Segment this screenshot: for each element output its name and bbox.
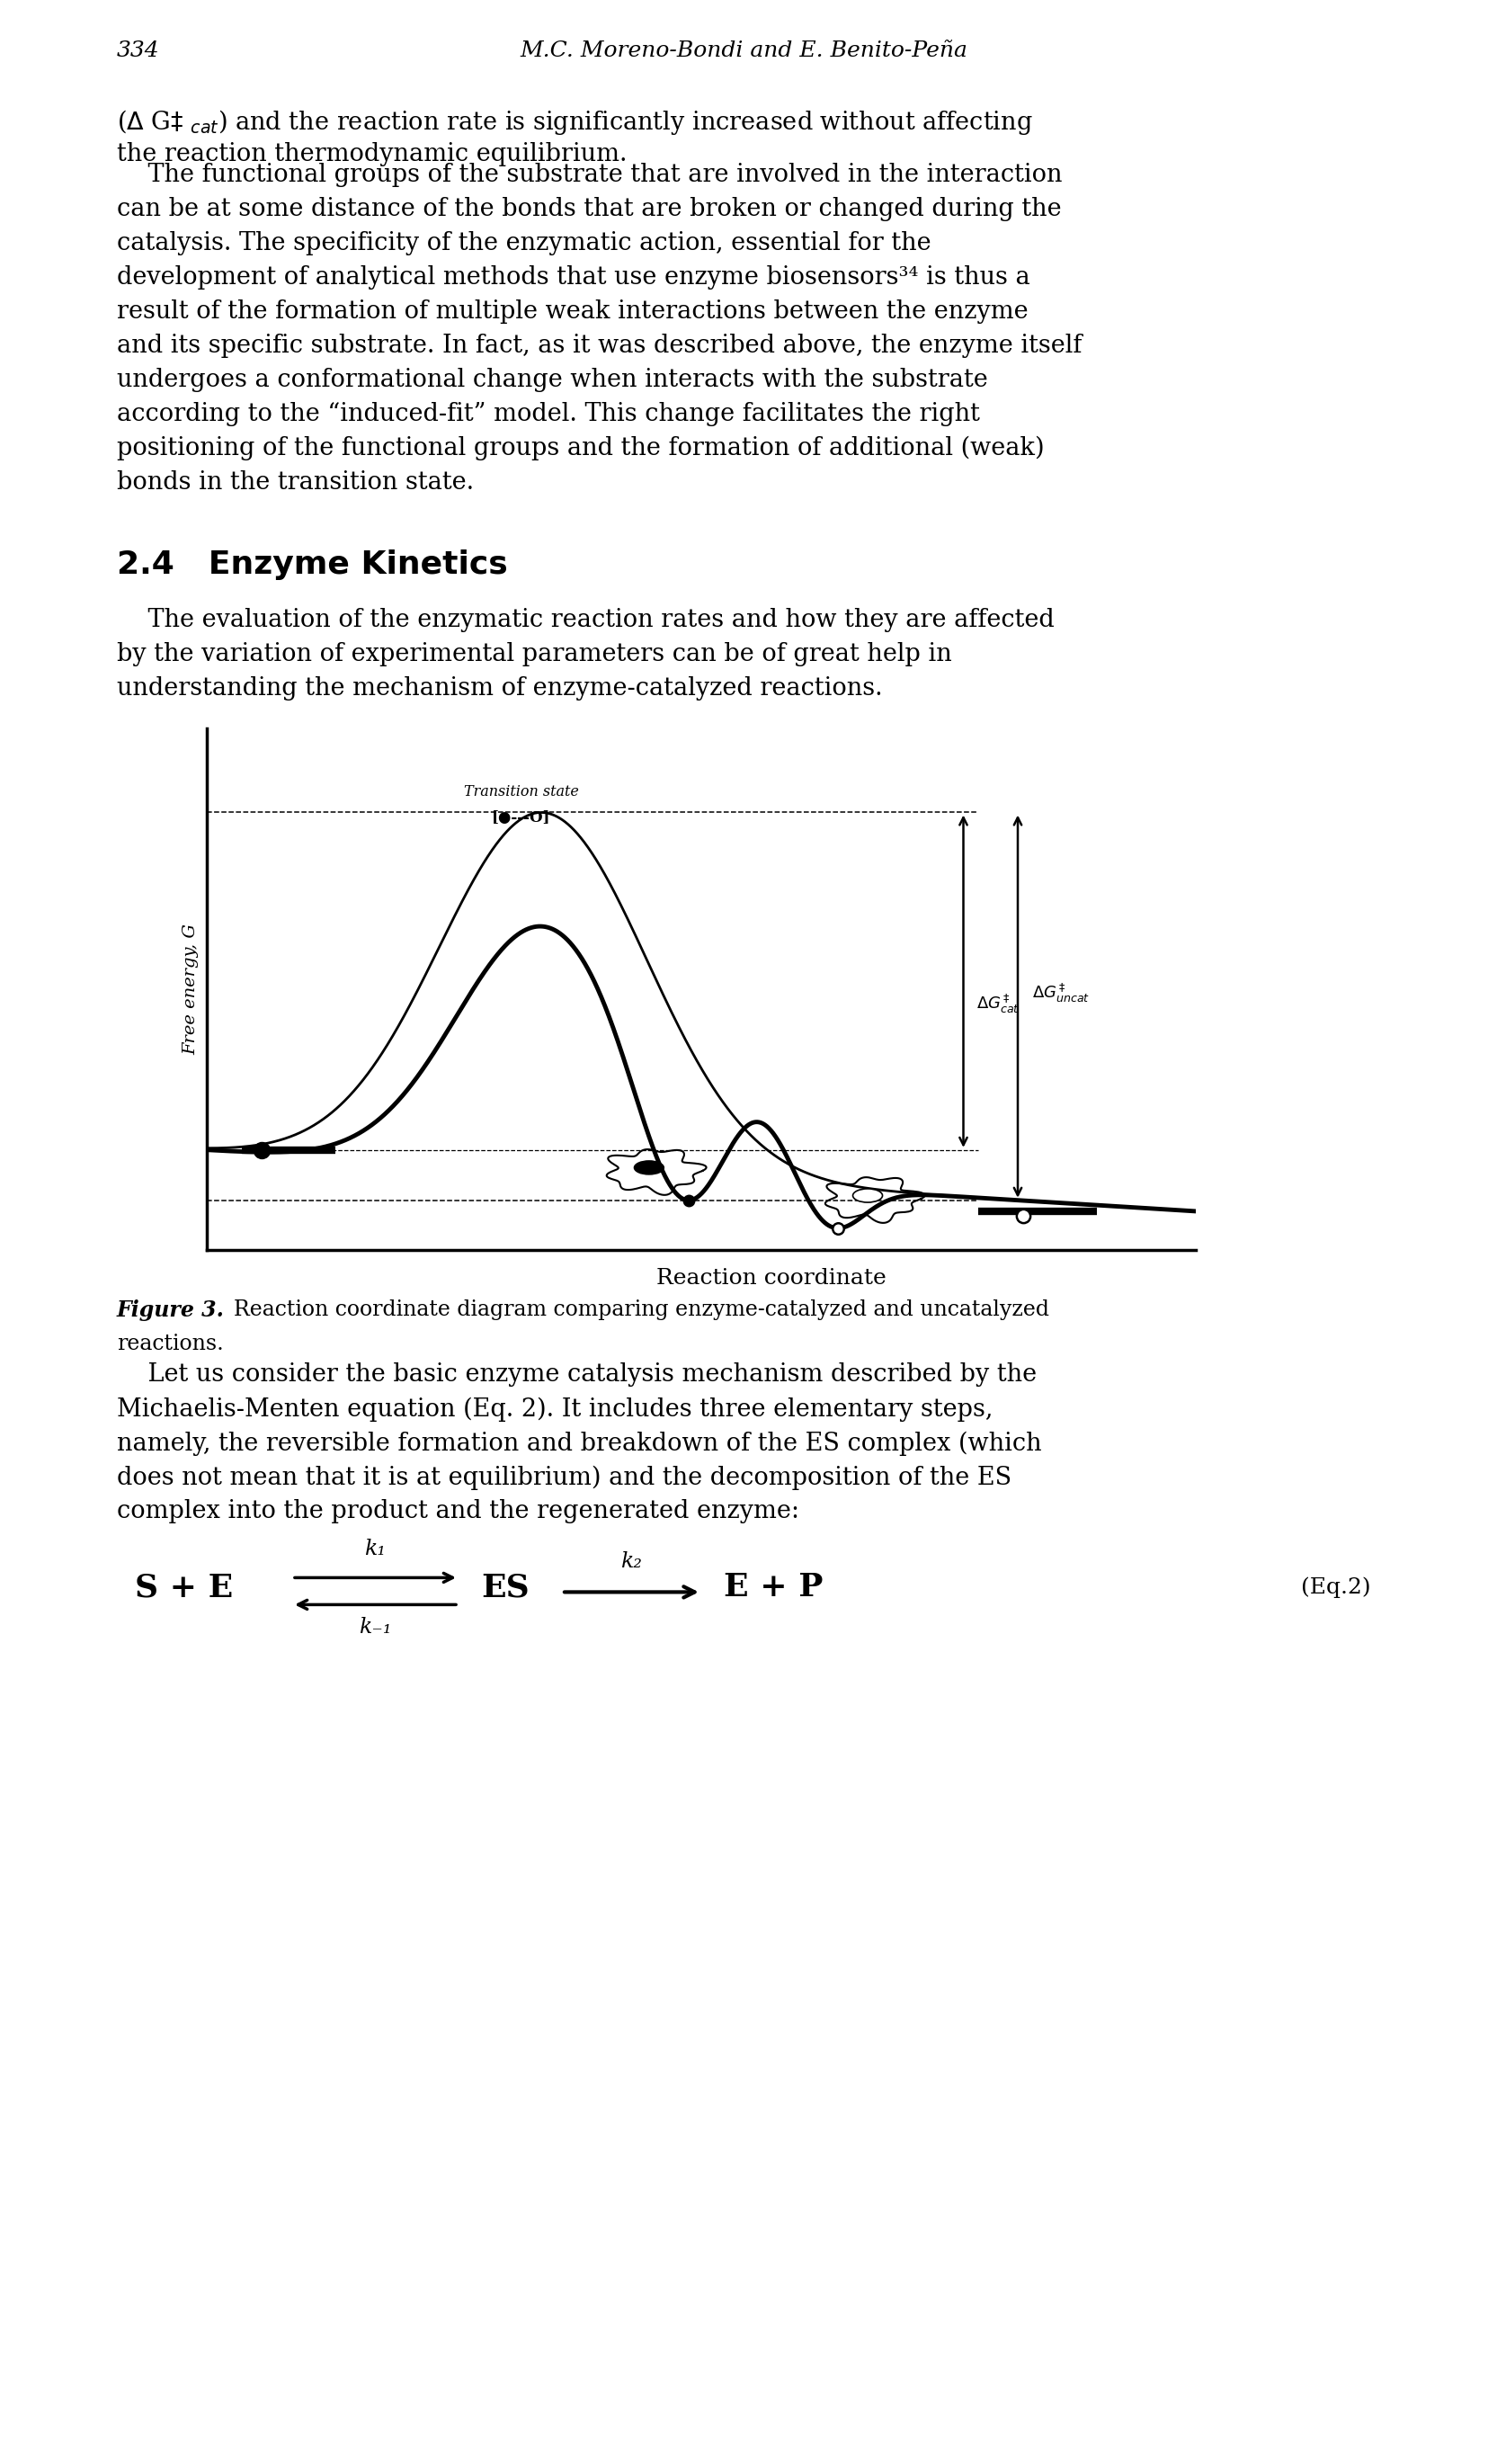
Text: k₋₁: k₋₁ [359, 1616, 391, 1639]
Text: understanding the mechanism of enzyme-catalyzed reactions.: understanding the mechanism of enzyme-ca… [118, 675, 882, 700]
Text: ES complex: ES complex [634, 1193, 751, 1210]
Circle shape [634, 1161, 664, 1175]
Text: k₂: k₂ [620, 1552, 641, 1572]
Text: catalysis. The specificity of the enzymatic action, essential for the: catalysis. The specificity of the enzyma… [118, 232, 931, 256]
Text: development of analytical methods that use enzyme biosensors³⁴ is thus a: development of analytical methods that u… [118, 266, 1030, 288]
Text: does not mean that it is at equilibrium) and the decomposition of the ES: does not mean that it is at equilibrium)… [118, 1466, 1012, 1491]
Text: positioning of the functional groups and the formation of additional (weak): positioning of the functional groups and… [118, 436, 1045, 461]
Circle shape [853, 1188, 882, 1202]
Text: bonds in the transition state.: bonds in the transition state. [118, 471, 475, 495]
Text: Michaelis-Menten equation (Eq. 2). It includes three elementary steps,: Michaelis-Menten equation (Eq. 2). It in… [118, 1397, 992, 1422]
Text: (Eq.2): (Eq.2) [1302, 1577, 1370, 1599]
Text: 334: 334 [118, 39, 159, 62]
Text: k₁: k₁ [365, 1540, 385, 1560]
Text: The functional groups of the substrate that are involved in the interaction: The functional groups of the substrate t… [118, 163, 1062, 187]
Text: the reaction thermodynamic equilibrium.: the reaction thermodynamic equilibrium. [118, 143, 626, 168]
Text: Transition state: Transition state [464, 784, 579, 801]
Text: reactions.: reactions. [118, 1333, 223, 1355]
Text: Substrate: Substrate [287, 1193, 378, 1207]
Text: Reaction coordinate: Reaction coordinate [656, 1269, 885, 1289]
Y-axis label: Free energy, G: Free energy, G [183, 924, 199, 1055]
Text: $\Delta G^\ddagger_{uncat}$: $\Delta G^\ddagger_{uncat}$ [1033, 981, 1091, 1005]
Text: complex into the product and the regenerated enzyme:: complex into the product and the regener… [118, 1501, 799, 1523]
Text: [●---O]: [●---O] [493, 811, 551, 825]
Text: according to the “induced-fit” model. This change facilitates the right: according to the “induced-fit” model. Th… [118, 402, 981, 426]
Text: Figure 3.: Figure 3. [118, 1299, 225, 1321]
Text: 2.4   Enzyme Kinetics: 2.4 Enzyme Kinetics [118, 549, 507, 579]
Text: namely, the reversible formation and breakdown of the ES complex (which: namely, the reversible formation and bre… [118, 1432, 1042, 1456]
Text: The evaluation of the enzymatic reaction rates and how they are affected: The evaluation of the enzymatic reaction… [118, 609, 1055, 631]
Text: by the variation of experimental parameters can be of great help in: by the variation of experimental paramet… [118, 643, 952, 665]
Text: EP complex: EP complex [850, 1193, 967, 1210]
Text: S + E: S + E [135, 1572, 234, 1604]
Text: Product: Product [467, 1193, 540, 1207]
Text: ES: ES [481, 1572, 530, 1604]
Text: Let us consider the basic enzyme catalysis mechanism described by the: Let us consider the basic enzyme catalys… [118, 1363, 1037, 1387]
Text: Reaction coordinate diagram comparing enzyme-catalyzed and uncatalyzed: Reaction coordinate diagram comparing en… [220, 1299, 1049, 1321]
Text: and its specific substrate. In fact, as it was described above, the enzyme itsel: and its specific substrate. In fact, as … [118, 333, 1082, 357]
Text: E + P: E + P [723, 1572, 823, 1604]
Text: undergoes a conformational change when interacts with the substrate: undergoes a conformational change when i… [118, 367, 988, 392]
Text: $\Delta G^\ddagger_{cat}$: $\Delta G^\ddagger_{cat}$ [976, 993, 1019, 1015]
Text: ($\Delta$ G$\ddagger$ $_{cat}$) and the reaction rate is significantly increased: ($\Delta$ G$\ddagger$ $_{cat}$) and the … [118, 108, 1033, 136]
Text: result of the formation of multiple weak interactions between the enzyme: result of the formation of multiple weak… [118, 298, 1028, 323]
Text: M.C. Moreno-Bondi and E. Benito-Peña: M.C. Moreno-Bondi and E. Benito-Peña [521, 39, 967, 62]
Text: can be at some distance of the bonds that are broken or changed during the: can be at some distance of the bonds tha… [118, 197, 1061, 222]
